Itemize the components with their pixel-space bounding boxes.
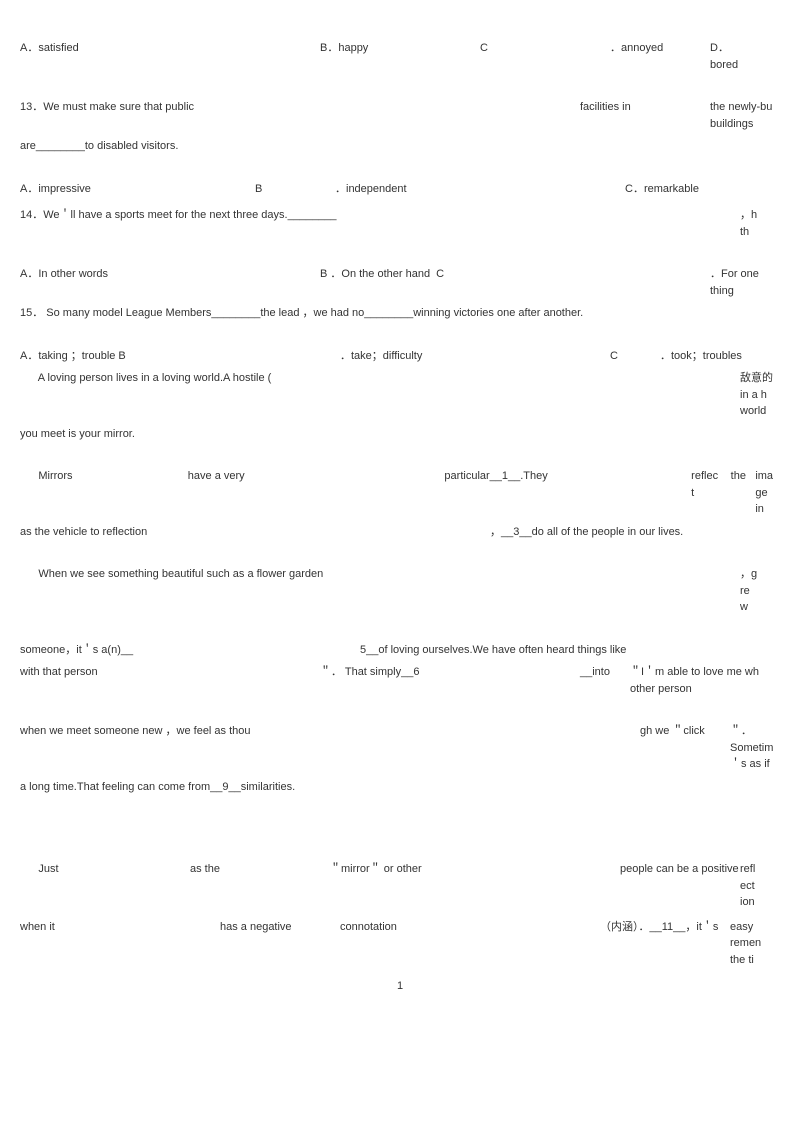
q12-opt-b: B．happy [320,40,480,73]
passage-intro1-text: A loving person lives in a loving world.… [20,370,740,420]
passage-intro1-side: 敌意的 in a h world [740,370,780,420]
p5c: __into [580,664,630,697]
p6c: ＂． Sometim ＇s as if [730,723,780,773]
passage-p6: when we meet someone new ，we feel as tho… [20,723,780,773]
passage-p9: when it has a negative connotation （内涵）．… [20,919,780,969]
p2a: as the vehicle to reflection [20,524,490,541]
q13-stem-b: facilities in [580,99,710,132]
passage-p2: as the vehicle to reflection ，__3__do al… [20,524,780,541]
p9a: when it [20,919,220,969]
q12-opt-c2: ．annoyed [610,40,710,73]
p8b: as the [190,861,330,911]
passage-p1: Mirrors have a very particular__1__.They… [20,468,780,518]
passage-p5: with that person ＂． That simply__6 __int… [20,664,780,697]
q12-opt-a: A．satisfied [20,40,320,73]
p1a: Mirrors [20,468,188,518]
passage-p4: someone，it＇s a(n)__ 5__of loving ourselv… [20,642,780,659]
q13-opt-c: C．remarkable [625,181,745,198]
q13-opt-b2: ．independent [335,181,625,198]
q13-stem-a: 13．We must make sure that public [20,99,580,132]
q13-stem-c: the newly-bu buildings [710,99,780,132]
q14-opt-c2: ．For one thing [710,266,770,299]
q12-opt-d: D． bored [710,40,770,73]
p6a: when we meet someone new ，we feel as tho… [20,723,640,773]
q13-opt-a: A．impressive [20,181,255,198]
q12-opt-c: C [480,40,610,73]
passage-p8: Just as the ＂mirror＂ or other people can… [20,861,780,911]
passage-intro2: you meet is your mirror. [20,426,780,443]
passage-intro2-text: you meet is your mirror. [20,426,135,443]
q13-blank: are________to disabled visitors. [20,138,178,155]
p2b: ，__3__do all of the people in our lives. [490,524,683,541]
q14-stem: 14．We＇ll have a sports meet for the next… [20,207,740,240]
q15-opt-c: C [610,348,660,365]
q15-opt-a: A．taking ；trouble B [20,348,340,365]
q13-opt-b: B [255,181,335,198]
q15-opt-b: ．take；difficulty [340,348,610,365]
q14-opt-b: B ．On the other hand C [320,266,710,299]
p9e: easy remen the ti [730,919,770,969]
q14-opt-a: A．In other words [20,266,320,299]
passage-p3: When we see something beautiful such as … [20,566,780,616]
q15-stem: 15． So many model League Members________… [20,305,583,322]
p4a: someone，it＇s a(n)__ [20,642,360,659]
p3b: ，g re w [740,566,770,616]
p1f: ima ge in [755,468,780,518]
p1d: reflec t [691,468,730,518]
passage-intro1: A loving person lives in a loving world.… [20,370,780,420]
p9d: （内涵）．__11__，it＇s [600,919,730,969]
q15-options: A．taking ；trouble B ．take；difficulty C ．… [20,348,780,365]
p6b: gh we ＂click [640,723,730,773]
q14-options: A．In other words B ．On the other hand C … [20,266,780,299]
p5b: ＂． That simply__6 [320,664,580,697]
p9c: connotation [340,919,600,969]
q13-line1: 13．We must make sure that public facilit… [20,99,780,132]
passage-p7: a long time.That feeling can come from__… [20,779,780,796]
p8c: ＂mirror＂ or other [330,861,620,911]
q15-opt-c2: ．took；troubles [660,348,770,365]
p9b: has a negative [220,919,340,969]
p3a: When we see something beautiful such as … [20,566,740,616]
p1c: particular__1__.They [444,468,691,518]
q13-line2: are________to disabled visitors. [20,138,780,155]
p4b: 5__of loving ourselves.We have often hea… [360,642,626,659]
q12-options: A．satisfied B．happy C ．annoyed D． bored [20,40,780,73]
q13-options: A．impressive B ．independent C．remarkable [20,181,780,198]
p1e: the [731,468,756,518]
page-number: 1 [20,978,780,995]
q15-line1: 15． So many model League Members________… [20,305,780,322]
p8d: people can be a positive [620,861,740,911]
p5d: ＂I＇m able to love me wh other person [630,664,770,697]
p5a: with that person [20,664,320,697]
q14-side: ，h th [740,207,770,240]
p7: a long time.That feeling can come from__… [20,779,295,796]
p1b: have a very [188,468,445,518]
p8e: refl ect ion [740,861,770,911]
p8a: Just [20,861,190,911]
q14-line1: 14．We＇ll have a sports meet for the next… [20,207,780,240]
